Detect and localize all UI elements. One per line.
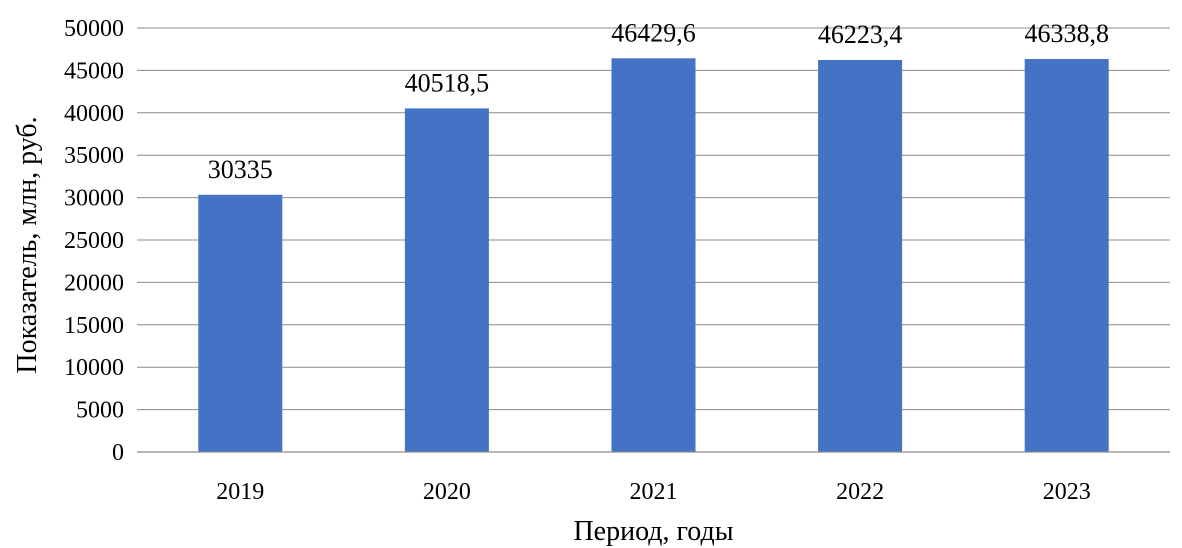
data-label-2019: 30335 bbox=[208, 155, 273, 184]
x-tick-label: 2019 bbox=[216, 479, 264, 505]
y-tick-label: 40000 bbox=[64, 101, 124, 127]
data-label-2022: 46223,4 bbox=[818, 20, 903, 49]
y-tick-label: 35000 bbox=[64, 143, 124, 169]
y-tick-label: 20000 bbox=[64, 270, 124, 296]
y-tick-label: 30000 bbox=[64, 186, 124, 212]
x-tick-label: 2023 bbox=[1043, 479, 1091, 505]
bar-2021 bbox=[611, 58, 696, 453]
bar-2023 bbox=[1024, 59, 1109, 453]
data-labels: 30335 40518,5 46429,6 46223,4 46338,8 bbox=[208, 18, 1109, 183]
y-tick-label: 45000 bbox=[64, 58, 124, 84]
y-tick-label: 5000 bbox=[76, 398, 124, 424]
x-tick-label: 2020 bbox=[423, 479, 471, 505]
y-tick-label: 0 bbox=[112, 440, 124, 466]
data-label-2023: 46338,8 bbox=[1024, 19, 1109, 48]
bar-2019 bbox=[198, 194, 283, 452]
bars bbox=[198, 58, 1109, 453]
data-label-2021: 46429,6 bbox=[611, 18, 696, 47]
y-tick-label: 10000 bbox=[64, 355, 124, 381]
bar-2020 bbox=[404, 108, 489, 452]
y-axis-ticks: 0 5000 10000 15000 20000 25000 30000 35000 40000… bbox=[64, 16, 124, 466]
data-label-2020: 40518,5 bbox=[405, 68, 490, 97]
y-axis-title: Показатель, млн, руб. bbox=[12, 116, 43, 373]
x-axis-ticks: 2019 2020 2021 2022 2023 bbox=[216, 479, 1090, 505]
y-tick-label: 15000 bbox=[64, 313, 124, 339]
bar-2022 bbox=[818, 60, 903, 452]
y-tick-label: 50000 bbox=[64, 16, 124, 42]
x-tick-label: 2022 bbox=[836, 479, 884, 505]
y-tick-label: 25000 bbox=[64, 228, 124, 254]
x-tick-label: 2021 bbox=[630, 479, 678, 505]
x-axis-title: Период, годы bbox=[573, 516, 733, 547]
